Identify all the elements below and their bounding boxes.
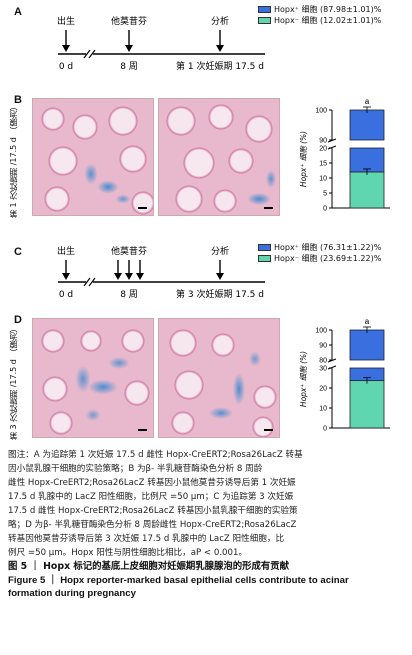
y-tick-label: 20	[319, 386, 327, 393]
y-tick-label: 0	[323, 206, 327, 213]
y-tick-label: 5	[323, 191, 327, 198]
scale-bar	[138, 429, 147, 431]
caption-line: 转基因他莫昔芬诱导后第 3 次妊娠 17.5 d 乳腺中的 LacZ 阳性细胞，…	[8, 534, 285, 544]
panel-label-a: A	[14, 6, 22, 18]
caption-title-cn: 图 5 ｜ Hopx 标记的基底上皮细胞对妊娠期乳腺腺泡的形成有贡献	[8, 561, 290, 572]
timeline-week: 8 周	[120, 61, 138, 72]
caption-line: 雌性 Hopx-CreERT2;Rosa26LacZ 转基因小鼠他莫昔芬诱导后第…	[8, 478, 296, 488]
y-tick-label: 80	[319, 358, 327, 365]
timeline-a: 出生 他莫昔芬 分析 0 d 8 周 第 1 次妊娠期 17.5 d	[57, 15, 265, 72]
arrow-icon	[62, 30, 70, 52]
y-tick-label: 10	[319, 176, 327, 183]
significance-label: a	[365, 98, 370, 106]
arrow-icon	[136, 260, 144, 280]
timeline-start: 0 d	[59, 290, 73, 300]
arrow-icon	[62, 260, 70, 280]
legend-swatch-hopx-neg	[258, 17, 271, 24]
axis-break-mark	[327, 365, 337, 370]
legend-c: Hopx⁺ 细胞 (76.31±1.22)% Hopx⁻ 细胞 (23.69±1…	[258, 242, 381, 264]
panel-label-b: B	[14, 94, 22, 106]
legend-text: Hopx⁻ 细胞 (23.69±1.22)%	[274, 254, 382, 263]
bar-hopx-negative	[349, 380, 385, 429]
legend-swatch-hopx-neg	[258, 255, 271, 262]
scale-bar	[138, 207, 147, 209]
timeline-week: 8 周	[120, 289, 138, 300]
timeline-end: 第 3 次妊娠期 17.5 d	[176, 288, 264, 300]
panel-b-side-label: 第 1 次妊娠期 /17.5 d （腺泡）	[9, 102, 18, 218]
caption-line: 17.5 d 雌性 Hopx-CreERT2;Rosa26LacZ 转基因小鼠乳…	[8, 506, 298, 516]
timeline-tamoxifen: 他莫昔芬	[111, 15, 147, 27]
panel-d-side-label: 第 3 次妊娠期 /17.5 d （腺泡）	[9, 324, 18, 440]
y-tick-label: 90	[319, 138, 327, 145]
y-tick-label: 20	[319, 146, 327, 153]
legend-swatch-hopx-pos	[258, 6, 271, 13]
panel-label-d: D	[14, 314, 22, 326]
y-tick-label: 100	[315, 108, 327, 115]
micrograph-d-right	[158, 318, 280, 438]
caption-line: 略；D 为β- 半乳糖苷酶染色分析 8 周龄雌性 Hopx-CreERT2;Ro…	[8, 520, 297, 530]
timeline-c: 出生 他莫昔芬 分析 0 d 8 周 第 3 次妊娠期 17.5 d	[57, 245, 265, 300]
significance-label: a	[365, 318, 370, 326]
y-tick-label: 0	[323, 426, 327, 433]
scale-bar	[264, 429, 273, 431]
timeline-start: 0 d	[59, 62, 73, 72]
caption-line: 17.5 d 乳腺中的 LacZ 阳性细胞，比例尺 =50 μm；C 为追踪第 …	[8, 492, 294, 502]
arrow-icon	[216, 30, 224, 52]
legend-text: Hopx⁺ 细胞 (87.98±1.01)%	[274, 5, 382, 14]
bar-hopx-negative	[349, 171, 385, 209]
y-axis-title: Hopx⁺ 细胞 (%)	[299, 351, 308, 407]
legend-text: Hopx⁺ 细胞 (76.31±1.22)%	[274, 243, 382, 252]
figure-caption: 图注：A 为追踪第 1 次妊娠 17.5 d 雌性 Hopx-CreERT2;R…	[8, 448, 406, 600]
timeline-analysis: 分析	[211, 245, 229, 257]
axis-break-mark	[327, 138, 337, 143]
panel-label-c: C	[14, 246, 22, 258]
y-tick-label: 30	[319, 366, 327, 373]
axis-break-mark	[327, 358, 337, 363]
arrow-icon	[125, 30, 133, 52]
micrograph-d-left	[32, 318, 154, 438]
micrograph-b-left	[32, 98, 154, 216]
bar-hopx-positive-upper	[349, 329, 385, 361]
caption-line: 图注：A 为追踪第 1 次妊娠 17.5 d 雌性 Hopx-CreERT2;R…	[8, 450, 303, 460]
timeline-tamoxifen: 他莫昔芬	[111, 245, 147, 257]
scale-bar	[264, 207, 273, 209]
timeline-birth: 出生	[57, 245, 75, 257]
axis-break-mark	[327, 145, 337, 150]
legend-a: Hopx⁺ 细胞 (87.98±1.01)% Hopx⁻ 细胞 (12.02±1…	[258, 4, 381, 26]
caption-title-en: formation during pregnancy	[8, 588, 136, 599]
caption-line: 例尺 =50 μm。Hopx 阳性与阴性细胞比相比，aP < 0.001。	[8, 548, 248, 558]
y-tick-label: 100	[315, 328, 327, 335]
caption-title-en: Figure 5 ｜ Hopx reporter-marked basal ep…	[8, 575, 349, 586]
timeline-birth: 出生	[57, 15, 75, 27]
arrow-icon	[125, 260, 133, 280]
micrograph-b-right	[158, 98, 280, 216]
y-tick-label: 90	[319, 343, 327, 350]
bar-hopx-positive-lower	[349, 147, 385, 173]
y-tick-label: 10	[319, 406, 327, 413]
arrow-icon	[114, 260, 122, 280]
caption-line: 因小鼠乳腺干细胞的实验策略；B 为β- 半乳糖苷酶染色分析 8 周龄	[8, 464, 263, 474]
arrow-icon	[216, 260, 224, 280]
y-axis-title: Hopx⁺ 细胞 (%)	[299, 131, 308, 187]
legend-text: Hopx⁻ 细胞 (12.02±1.01)%	[274, 16, 382, 25]
timeline-analysis: 分析	[211, 15, 229, 27]
legend-swatch-hopx-pos	[258, 244, 271, 251]
timeline-end: 第 1 次妊娠期 17.5 d	[176, 60, 264, 72]
y-tick-label: 15	[319, 161, 327, 168]
bar-hopx-positive-upper	[349, 109, 385, 141]
